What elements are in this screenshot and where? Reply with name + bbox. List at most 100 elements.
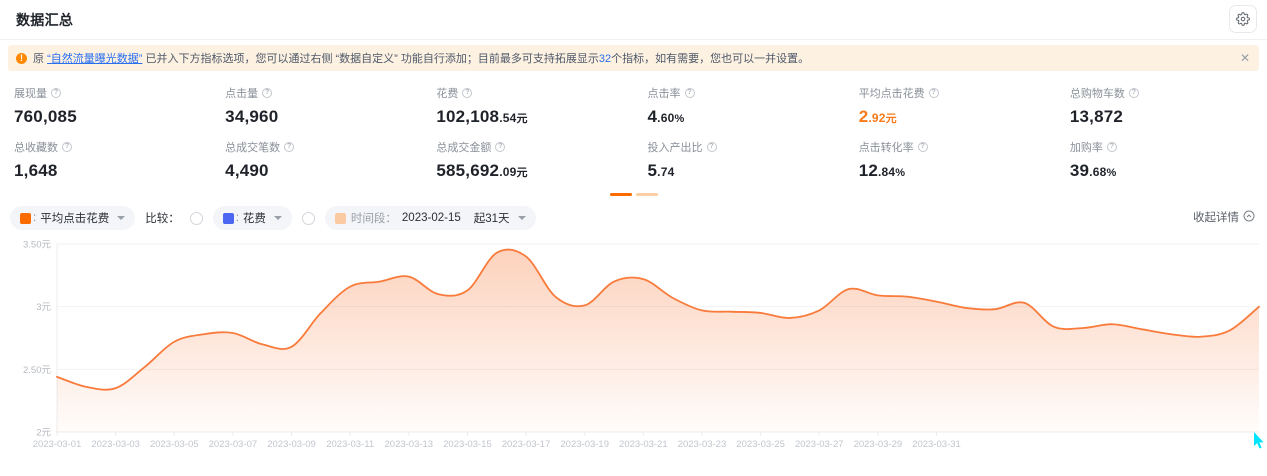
svg-text:2023-03-13: 2023-03-13 xyxy=(385,439,434,450)
page-title: 数据汇总 xyxy=(16,11,74,28)
metric-card[interactable]: 花费 ? 102,108.54元 xyxy=(422,79,633,133)
chevron-down-icon xyxy=(517,216,526,220)
metric-card[interactable]: 总收藏数 ? 1,648 xyxy=(0,133,211,187)
metric-selector-secondary[interactable]: : 花费 xyxy=(212,206,292,230)
metric-value: 2.92元 xyxy=(858,107,897,126)
svg-text:2023-03-23: 2023-03-23 xyxy=(678,439,727,450)
panel-header: 数据汇总 xyxy=(0,0,1267,40)
metric-value: 4,490 xyxy=(225,161,269,180)
help-icon[interactable]: ? xyxy=(684,88,695,98)
help-icon[interactable]: ? xyxy=(62,142,72,152)
color-swatch-orange xyxy=(20,212,31,224)
metric-card[interactable]: 点击量 ? 34,960 xyxy=(211,79,422,133)
help-icon[interactable]: ? xyxy=(284,142,295,152)
metric-label: 总购物车数 xyxy=(1069,88,1125,100)
compare-label: 比较： xyxy=(145,213,180,225)
settings-button[interactable] xyxy=(1229,5,1257,33)
collapse-details-label: 收起详情 xyxy=(1193,212,1239,224)
help-icon[interactable]: ? xyxy=(706,142,717,152)
metric-label: 点击率 xyxy=(647,88,681,100)
chevron-down-icon xyxy=(273,216,282,220)
notice-banner: ! 原 “自然流量曝光数据” 已并入下方指标选项，您可以通过右侧 “数据自定义”… xyxy=(8,45,1259,71)
date-range-span: 起31天 xyxy=(473,213,510,225)
metric-card[interactable]: 点击转化率 ? 12.84% xyxy=(845,133,1056,187)
help-icon[interactable]: ? xyxy=(1106,142,1117,152)
metrics-pagination[interactable] xyxy=(0,188,1267,200)
notice-prefix: 原 xyxy=(33,53,44,65)
help-icon[interactable]: ? xyxy=(51,88,61,98)
metric-row: 展现量 ? 760,085 点击量 ? 34,960 花费 ? 102,108.… xyxy=(0,79,1267,133)
mouse-cursor-icon xyxy=(1254,432,1264,449)
metric-row: 总收藏数 ? 1,648 总成交笔数 ? 4,490 总成交金额 ? 585,6… xyxy=(0,133,1267,187)
metric-label: 总收藏数 xyxy=(14,142,58,154)
chevron-up-circle-icon xyxy=(1243,210,1255,225)
svg-text:2023-03-05: 2023-03-05 xyxy=(150,439,199,450)
svg-text:2023-03-09: 2023-03-09 xyxy=(267,439,316,450)
date-range-selector[interactable]: 时间段： 2023-02-15 起31天 xyxy=(324,206,536,230)
svg-text:3.50元: 3.50元 xyxy=(23,240,51,251)
help-icon[interactable]: ? xyxy=(462,88,473,98)
notice-link[interactable]: “自然流量曝光数据” xyxy=(47,53,143,65)
gear-icon xyxy=(1236,12,1250,26)
metric-trend-chart[interactable]: 3.50元 3元 2.50元 2元 2023-03-01 2023-03-03 2023-0… xyxy=(0,234,1267,452)
metric-label: 点击量 xyxy=(225,88,259,100)
metric-card[interactable]: 总成交金额 ? 585,692.09元 xyxy=(422,133,633,187)
metric-value: 12.84% xyxy=(858,161,906,180)
help-icon[interactable]: ? xyxy=(928,88,939,98)
svg-text:2023-03-19: 2023-03-19 xyxy=(560,439,609,450)
notice-suffix: 个指标，如有需要，您也可以一并设置。 xyxy=(611,53,810,65)
notice-highlight-number: 32 xyxy=(598,53,612,65)
metric-label: 平均点击花费 xyxy=(858,88,925,100)
date-range-label: 时间段： xyxy=(350,213,397,225)
svg-text:2023-03-07: 2023-03-07 xyxy=(209,439,258,450)
metric-value: 1,648 xyxy=(14,161,58,180)
metric-value: 39.68% xyxy=(1069,161,1117,180)
svg-text:2023-03-29: 2023-03-29 xyxy=(854,439,903,450)
metric-selector-primary[interactable]: : 平均点击花费 xyxy=(10,206,136,230)
notice-middle: 已并入下方指标选项，您可以通过右侧 “数据自定义” 功能自行添加；目前最多可支持… xyxy=(145,53,599,65)
color-swatch-peach xyxy=(334,212,346,224)
compare-radio-2[interactable] xyxy=(301,211,315,225)
svg-text:2023-03-03: 2023-03-03 xyxy=(91,439,140,450)
svg-text:2元: 2元 xyxy=(36,428,51,439)
help-icon[interactable]: ? xyxy=(917,142,928,152)
svg-text:2.50元: 2.50元 xyxy=(23,365,51,376)
metric-label: 展现量 xyxy=(14,88,47,100)
chart-controls: : 平均点击花费 比较： : 花费 时间段： 2023-02-15 起31天 收… xyxy=(0,200,1267,234)
metric-card[interactable]: 投入产出比 ? 5.74 xyxy=(634,133,845,187)
svg-text:3元: 3元 xyxy=(36,302,51,313)
pagination-dot-active[interactable] xyxy=(609,192,632,196)
metric-card[interactable]: 加购率 ? 39.68% xyxy=(1056,133,1267,187)
metric-label: 总成交金额 xyxy=(436,142,492,154)
metric-selector-primary-label: 平均点击花费 xyxy=(40,213,110,225)
compare-radio-1[interactable] xyxy=(189,211,203,225)
metric-label: 点击转化率 xyxy=(858,142,914,154)
metric-value: 585,692.09元 xyxy=(436,161,528,180)
help-icon[interactable]: ? xyxy=(495,142,506,152)
svg-text:2023-03-21: 2023-03-21 xyxy=(619,439,668,450)
metric-label: 加购率 xyxy=(1069,142,1103,154)
metric-card[interactable]: 总成交笔数 ? 4,490 xyxy=(211,133,422,187)
help-icon[interactable]: ? xyxy=(1128,88,1139,98)
svg-text:2023-03-15: 2023-03-15 xyxy=(443,439,492,450)
close-icon[interactable]: ✕ xyxy=(1239,51,1250,65)
collapse-details-button[interactable]: 收起详情 xyxy=(1193,209,1255,225)
svg-text:2023-03-31: 2023-03-31 xyxy=(912,439,961,450)
metric-selector-secondary-label: 花费 xyxy=(242,213,266,225)
pagination-dot[interactable] xyxy=(635,192,658,196)
date-range-value: 2023-02-15 xyxy=(401,212,461,224)
metric-value: 34,960 xyxy=(225,107,279,126)
metric-card[interactable]: 展现量 ? 760,085 xyxy=(0,79,211,133)
metric-label: 花费 xyxy=(436,88,459,100)
svg-text:2023-03-01: 2023-03-01 xyxy=(33,439,82,450)
metric-card[interactable]: 平均点击花费 ? 2.92元 xyxy=(845,79,1056,133)
help-icon[interactable]: ? xyxy=(262,88,273,98)
svg-text:2023-03-11: 2023-03-11 xyxy=(326,439,374,450)
svg-text:2023-03-17: 2023-03-17 xyxy=(502,439,551,450)
metric-card[interactable]: 总购物车数 ? 13,872 xyxy=(1056,79,1267,133)
metric-card[interactable]: 点击率 ? 4.60% xyxy=(634,79,845,133)
info-icon: ! xyxy=(16,52,27,64)
metric-value: 760,085 xyxy=(14,107,77,126)
